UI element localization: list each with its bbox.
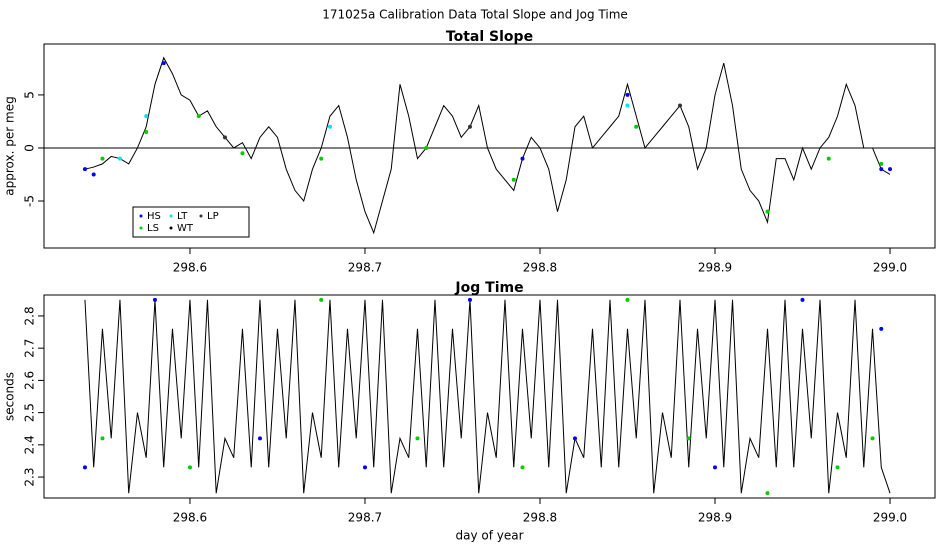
y-tick-label: 2.4 [23,435,37,454]
x-tick-label: 298.9 [698,261,732,275]
data-point [117,156,122,161]
legend-marker [139,214,143,218]
data-point [319,297,324,302]
data-point [870,436,875,441]
data-point [572,436,577,441]
data-point [765,209,770,214]
data-point [144,114,149,119]
data-line [84,299,891,494]
x-tick-label: 298.8 [523,261,557,275]
y-tick-label: 2.5 [23,403,37,422]
plot-area [82,297,891,496]
plot-area [44,56,935,235]
y-tick-label: 0 [23,144,37,152]
data-point [467,297,472,302]
x-tick-label: 298.8 [523,511,557,525]
data-point [625,92,630,97]
legend-marker [199,214,203,218]
data-point [327,124,332,129]
x-tick-label: 299.0 [873,511,907,525]
y-axis-label: approx. per meg [3,96,17,195]
legend-marker [169,226,173,230]
data-point [82,167,87,172]
data-point [415,436,420,441]
y-tick-label: 5 [23,91,37,99]
data-line [84,56,891,235]
data-point [765,491,770,496]
data-point [625,103,630,108]
data-point [152,297,157,302]
data-point [100,156,105,161]
figure-title: 171025a Calibration Data Total Slope and… [322,8,628,22]
data-point [319,156,324,161]
y-tick-label: 2.8 [23,306,37,325]
data-point [467,124,472,129]
plot-frame [43,294,936,499]
x-tick-label: 299.0 [873,261,907,275]
data-point [879,167,884,172]
data-point [362,465,367,470]
legend-label: LP [207,211,219,222]
data-point [82,465,87,470]
data-point [144,130,149,135]
x-tick-label: 298.6 [173,261,207,275]
data-point [100,436,105,441]
data-point [222,135,227,140]
data-point [625,297,630,302]
data-point [511,177,516,182]
data-point [187,465,192,470]
chart-title: Jog Time [454,280,523,296]
data-point [879,326,884,331]
legend-label: HS [147,211,161,222]
x-tick-label: 298.7 [348,511,382,525]
data-point [800,297,805,302]
legend-label: LS [147,223,159,234]
plot-frame [43,43,936,249]
data-point [91,172,96,177]
data-point [634,124,639,129]
legend-label: LT [177,211,188,222]
y-tick-label: 2.3 [23,468,37,487]
x-tick-label: 298.9 [698,511,732,525]
data-point [520,156,525,161]
data-point [520,465,525,470]
x-tick-label: 298.6 [173,511,207,525]
legend-marker [139,226,143,230]
legend-label: WT [177,223,194,234]
data-point [888,167,893,172]
legend-box [132,206,250,238]
x-tick-label: 298.7 [348,261,382,275]
data-point [879,161,884,166]
legend-marker [169,214,173,218]
y-tick-label: -5 [23,195,37,207]
y-tick-label: 2.7 [23,339,37,358]
y-axis-label: seconds [3,372,17,421]
data-point [686,436,691,441]
data-point [161,61,166,66]
data-point [257,436,262,441]
data-point [835,465,840,470]
data-point [424,145,429,150]
data-point [826,156,831,161]
data-point [678,103,683,108]
data-point [196,114,201,119]
y-tick-label: 2.6 [23,371,37,390]
data-point [713,465,718,470]
x-axis-label: day of year [455,529,523,543]
data-point [240,151,245,156]
chart-title: Total Slope [446,29,533,45]
